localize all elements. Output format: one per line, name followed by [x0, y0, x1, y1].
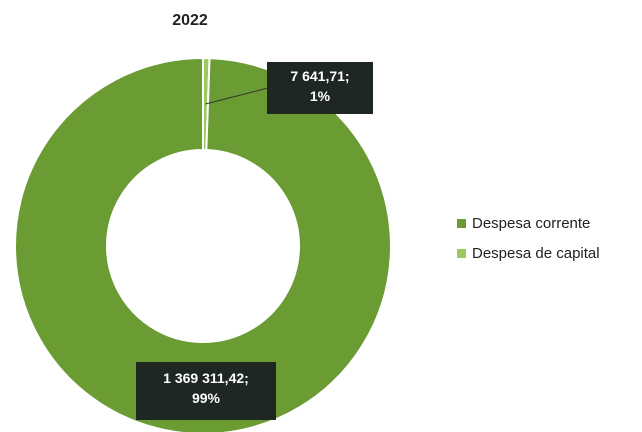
- data-label-value: 1 369 311,42;: [163, 370, 249, 386]
- legend-item-despesa-corrente: Despesa corrente: [457, 212, 600, 234]
- legend-swatch-icon: [457, 248, 466, 258]
- chart-title: 2022: [172, 12, 208, 29]
- legend-label: Despesa corrente: [472, 214, 591, 232]
- legend: Despesa corrente Despesa de capital: [457, 212, 600, 272]
- data-label-percent: 1%: [309, 88, 331, 104]
- data-label-percent: 99%: [191, 390, 221, 406]
- data-label-despesa-de-capital: 7 641,71; 1%: [267, 62, 373, 114]
- data-label-despesa-corrente: 1 369 311,42; 99%: [136, 362, 276, 420]
- leader-line: [205, 87, 269, 105]
- legend-swatch-icon: [457, 218, 466, 228]
- slice-despesa-corrente: [14, 56, 392, 432]
- legend-item-despesa-de-capital: Despesa de capital: [457, 242, 600, 264]
- legend-label: Despesa de capital: [472, 244, 600, 262]
- slices-group: [14, 56, 392, 432]
- data-label-value: 7 641,71;: [290, 68, 350, 84]
